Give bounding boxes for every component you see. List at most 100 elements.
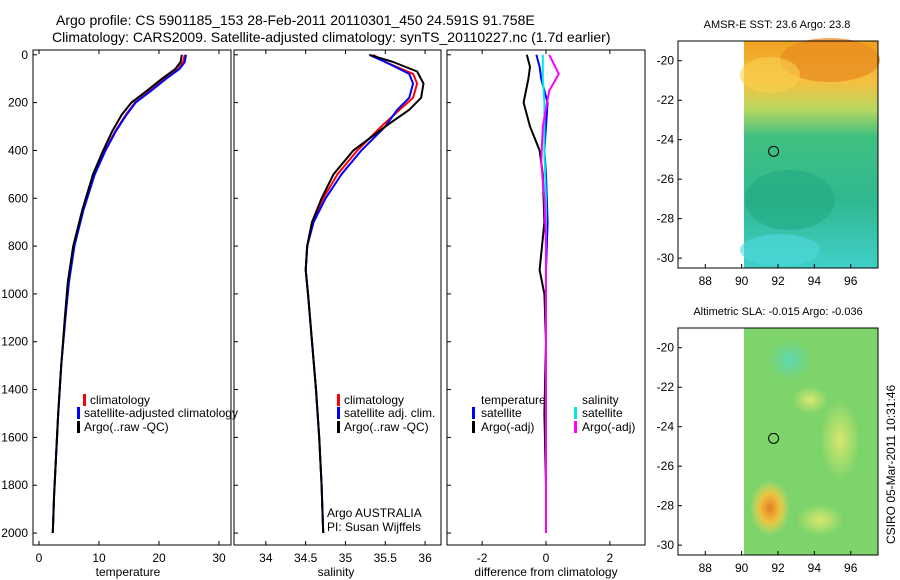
x-tick-label: 20 xyxy=(152,551,166,565)
map-x-tick-label: 92 xyxy=(771,274,785,288)
legend-label-climatology: climatology xyxy=(344,393,404,407)
salinity-xlabel: salinity xyxy=(318,565,355,579)
sst-map-ticks: 88 90 92 94 96 -20 -22 -24 -26 -28 -30 xyxy=(657,54,858,288)
map-x-tick-label: 96 xyxy=(844,274,858,288)
salinity-legend: climatology satellite adj. clim. Argo(..… xyxy=(337,393,435,434)
legend-label-climatology: climatology xyxy=(90,393,150,407)
difference-legend: temperature salinity satellite Argo(-adj… xyxy=(472,393,635,434)
series-line-satellite-adjusted-climatology xyxy=(51,54,187,534)
series-line-argo-raw-qc- xyxy=(304,53,425,534)
map-y-tick-label: -30 xyxy=(657,538,675,552)
temperature-xlabel: temperature xyxy=(96,565,161,579)
y-tick-label: 600 xyxy=(8,191,28,205)
salinity-axis-ticks: 34 34.5 35 35.5 36 xyxy=(234,50,432,565)
y-tick-label: 200 xyxy=(8,96,28,110)
legend-swatch-sal-argo xyxy=(574,421,577,433)
y-tick-label: 1200 xyxy=(1,335,28,349)
x-tick-label: 36 xyxy=(418,551,432,565)
x-tick-label: 30 xyxy=(212,551,226,565)
salinity-series xyxy=(304,53,425,534)
legend-label-sal-satellite: satellite xyxy=(582,406,623,420)
legend-swatch-temp-satellite xyxy=(472,407,475,419)
map-x-tick-label: 94 xyxy=(808,274,822,288)
sst-yellow-patch xyxy=(740,57,800,93)
sst-warm-patch xyxy=(780,38,880,82)
sst-map-title: AMSR-E SST: 23.6 Argo: 23.8 xyxy=(704,19,851,31)
y-tick-label: 1800 xyxy=(1,478,28,492)
map-y-tick-label: -30 xyxy=(657,251,675,265)
sla-blob-cool xyxy=(768,340,812,380)
sla-blob-warm xyxy=(750,480,790,536)
map-y-tick-label: -20 xyxy=(657,341,675,355)
x-tick-label: -2 xyxy=(477,551,488,565)
sla-argo-marker xyxy=(768,432,780,444)
timestamp-label: CSIRO 05-Mar-2011 10:31:46 xyxy=(884,384,898,544)
map-x-tick-label: 92 xyxy=(771,561,785,575)
sla-blob-yellow xyxy=(820,400,860,480)
map-x-tick-label: 88 xyxy=(699,561,713,575)
sla-blob-yellow-3 xyxy=(792,386,828,414)
figure-title-line2: Climatology: CARS2009. Satellite-adjuste… xyxy=(52,29,610,45)
map-y-tick-label: -28 xyxy=(657,212,675,226)
legend-swatch-climatology xyxy=(83,394,86,406)
series-line-satellite-adj-clim- xyxy=(304,53,415,534)
x-tick-label: 34 xyxy=(259,551,273,565)
legend-swatch-satellite xyxy=(77,407,80,419)
sst-argo-marker xyxy=(768,145,780,157)
salinity-panel: 34 34.5 35 35.5 36 salinity climatology sate… xyxy=(233,49,442,579)
y-tick-label: 1400 xyxy=(1,383,28,397)
difference-xlabel: difference from climatology xyxy=(474,565,617,579)
x-tick-label: 34.5 xyxy=(294,551,318,565)
sla-blob-yellow-2 xyxy=(796,504,844,536)
map-x-tick-label: 94 xyxy=(808,561,822,575)
legend-label-argo: Argo(..raw -QC) xyxy=(84,420,169,434)
legend-label-argo: Argo(..raw -QC) xyxy=(344,420,429,434)
depth-axis-ticks: 0 200 400 600 800 1000 1200 1400 1600 1800 2000 xyxy=(1,48,37,540)
map-y-tick-label: -22 xyxy=(657,380,675,394)
legend-label-satellite: satellite adj. clim. xyxy=(344,406,435,420)
legend-label-sal-argo: Argo(-adj) xyxy=(582,420,635,434)
temperature-axis-ticks: 0 10 20 30 xyxy=(36,50,226,565)
map-y-tick-label: -26 xyxy=(657,172,675,186)
legend-swatch-argo xyxy=(337,421,340,433)
y-tick-label: 1000 xyxy=(1,287,28,301)
legend-swatch-satellite xyxy=(337,407,340,419)
y-tick-label: 1600 xyxy=(1,430,28,444)
legend-label-temp-satellite: satellite xyxy=(481,406,522,420)
y-tick-label: 400 xyxy=(8,143,28,157)
x-tick-label: 0 xyxy=(543,551,550,565)
x-tick-label: 2 xyxy=(607,551,614,565)
map-x-tick-label: 96 xyxy=(844,561,858,575)
series-line-salinity-argo-adj- xyxy=(540,54,560,533)
sst-green-patch xyxy=(745,170,835,230)
x-tick-label: 35.5 xyxy=(374,551,398,565)
difference-series xyxy=(522,54,560,533)
sla-map-panel: Altimetric SLA: -0.015 Argo: -0.036 88 90… xyxy=(657,306,879,575)
sst-map-panel: AMSR-E SST: 23.6 Argo: 23.8 88 90 92 94 96 -2… xyxy=(657,19,880,288)
difference-axis-ticks: -2 0 2 xyxy=(447,50,614,565)
legend-label-satellite: satellite-adjusted climatology xyxy=(84,406,238,420)
map-y-tick-label: -20 xyxy=(657,54,675,68)
legend-swatch-climatology xyxy=(337,394,340,406)
temperature-legend: climatology satellite-adjusted climatolo… xyxy=(77,393,238,434)
legend-label-temp-argo: Argo(-adj) xyxy=(481,420,534,434)
sla-map-ticks: 88 90 92 94 96 -20 -22 -24 -26 -28 -30 xyxy=(657,341,858,575)
map-x-tick-label: 88 xyxy=(699,274,713,288)
map-y-tick-label: -26 xyxy=(657,459,675,473)
series-line-argo-raw-qc- xyxy=(51,54,183,534)
legend-swatch-sal-satellite xyxy=(574,407,577,419)
temperature-series xyxy=(51,54,187,534)
difference-panel: -2 0 2 difference from climatology tempera… xyxy=(446,49,646,579)
legend-swatch-temp-argo xyxy=(472,421,475,433)
figure-title-line1: Argo profile: CS 5901185_153 28-Feb-2011… xyxy=(56,12,535,28)
map-x-tick-label: 90 xyxy=(735,274,749,288)
argo-pi-label: PI: Susan Wijffels xyxy=(327,520,421,534)
map-y-tick-label: -22 xyxy=(657,93,675,107)
map-y-tick-label: -24 xyxy=(657,133,675,147)
legend-title-temperature: temperature xyxy=(481,393,546,407)
map-y-tick-label: -28 xyxy=(657,499,675,513)
temperature-axes-box xyxy=(32,49,232,546)
x-tick-label: 35 xyxy=(339,551,353,565)
x-tick-label: 10 xyxy=(92,551,106,565)
